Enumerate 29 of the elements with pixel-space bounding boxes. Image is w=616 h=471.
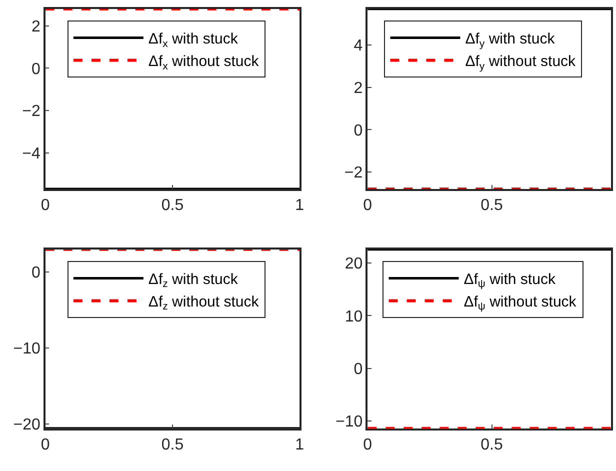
x-tick-label: 0.5 xyxy=(480,436,504,454)
y-tick-label: 10 xyxy=(344,308,363,326)
x-tick-label: 1 xyxy=(295,196,304,214)
y-tick-label: 0 xyxy=(354,122,363,140)
legend-label: Δf$_{x}$ with stuck xyxy=(148,30,238,50)
legend-label: Δf$_{z}$ with stuck xyxy=(148,271,238,290)
legend-label: Δf$_{y}$ without stuck xyxy=(465,53,576,72)
y-tick-label: 2 xyxy=(354,80,363,97)
legend-label: Δf$_{x}$ without stuck xyxy=(148,53,260,72)
y-tick-label: 2 xyxy=(32,18,41,36)
x-tick-label: 0.5 xyxy=(480,196,504,214)
y-tick-label: −10 xyxy=(13,340,41,358)
legend-label: Δf$_{y}$ with stuck xyxy=(465,30,556,50)
y-tick-label: 20 xyxy=(344,256,363,273)
legend-label: Δf$_{ψ}$ with stuck xyxy=(464,271,556,290)
y-tick-label: −2 xyxy=(22,103,41,120)
legend-label: Δf$_{ψ}$ without stuck xyxy=(464,294,577,313)
y-tick-label: −10 xyxy=(336,414,363,431)
y-tick-label: −20 xyxy=(13,416,41,434)
x-tick-label: 0.5 xyxy=(161,196,184,214)
y-tick-label: −2 xyxy=(344,164,363,182)
y-tick-label: 0 xyxy=(32,264,41,282)
y-tick-label: 4 xyxy=(354,38,363,55)
x-tick-label: 0.5 xyxy=(161,436,184,454)
y-tick-label: −4 xyxy=(22,146,41,163)
legend-label: Δf$_{z}$ without stuck xyxy=(148,294,260,313)
y-tick-label: 0 xyxy=(32,60,41,78)
x-tick-label: 1 xyxy=(295,436,304,454)
y-tick-label: 0 xyxy=(354,360,363,378)
